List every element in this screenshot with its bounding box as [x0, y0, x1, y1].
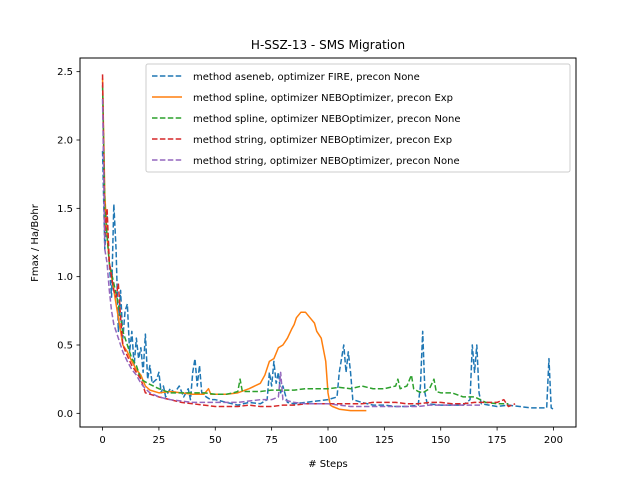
- y-tick-label: 0.5: [57, 341, 73, 352]
- x-tick-label: 100: [318, 435, 337, 446]
- x-axis-ticks: 0 25 50 75 100 125 150 175 200: [99, 427, 563, 446]
- y-tick-label: 1.0: [57, 272, 73, 283]
- legend-box: [145, 63, 571, 173]
- series-line-5: [101, 98, 482, 408]
- x-tick-label: 75: [265, 435, 278, 446]
- y-tick-label: 2.5: [57, 67, 73, 78]
- y-tick-label: 1.5: [57, 204, 73, 215]
- series-line-1: [101, 150, 554, 410]
- y-axis-ticks: 0.0 0.5 1.0 1.5 2.0 2.5: [57, 67, 80, 420]
- legend-label-3: method spline, optimizer NEBOptimizer, p…: [193, 114, 461, 125]
- x-tick-label: 0: [99, 435, 105, 446]
- series-line-4: [101, 74, 516, 408]
- x-tick-label: 25: [153, 435, 166, 446]
- x-tick-label: 50: [209, 435, 222, 446]
- x-axis-label: # Steps: [308, 459, 348, 470]
- y-tick-label: 0.0: [57, 409, 73, 420]
- x-tick-label: 125: [375, 435, 394, 446]
- plot-series-group: [101, 74, 554, 412]
- legend-label-4: method string, optimizer NEBOptimizer, p…: [193, 135, 452, 146]
- legend: method aseneb, optimizer FIRE, precon No…: [145, 63, 571, 173]
- y-tick-label: 2.0: [57, 136, 73, 147]
- chart-title: H-SSZ-13 - SMS Migration: [251, 38, 405, 52]
- legend-label-2: method spline, optimizer NEBOptimizer, p…: [193, 93, 453, 104]
- x-tick-label: 150: [431, 435, 450, 446]
- series-line-3: [101, 85, 509, 405]
- x-tick-label: 200: [544, 435, 563, 446]
- legend-label-1: method aseneb, optimizer FIRE, precon No…: [193, 72, 420, 83]
- x-tick-label: 175: [488, 435, 507, 446]
- legend-items: method aseneb, optimizer FIRE, precon No…: [152, 72, 461, 167]
- legend-label-5: method string, optimizer NEBOptimizer, p…: [193, 156, 460, 167]
- y-axis-label: Fmax / Ha/Bohr: [30, 203, 41, 282]
- series-line-2: [101, 78, 367, 412]
